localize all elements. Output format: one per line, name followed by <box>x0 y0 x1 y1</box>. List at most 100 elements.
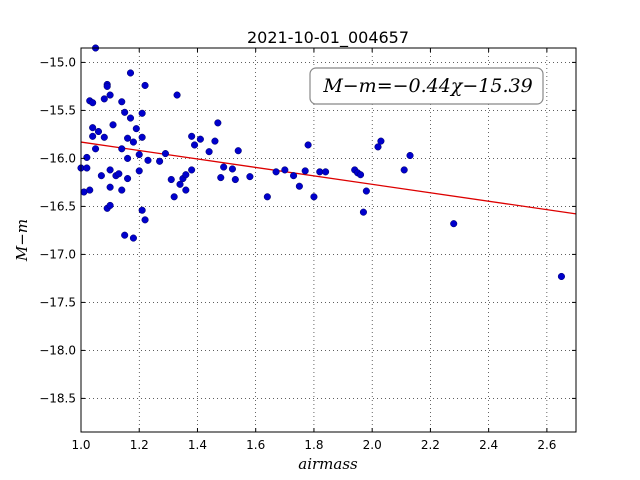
fit-equation-text: M−m=−0.44χ−15.39 <box>322 75 532 97</box>
data-point <box>301 167 309 175</box>
data-point <box>126 69 135 77</box>
data-point <box>118 98 126 106</box>
y-tick-label: −17.0 <box>39 247 76 261</box>
data-point <box>129 234 137 242</box>
data-point <box>135 167 143 175</box>
y-tick-label: −16.0 <box>39 151 76 165</box>
data-point <box>89 124 97 132</box>
y-tick-label: −15.0 <box>39 55 76 69</box>
data-point <box>290 172 298 180</box>
data-point <box>263 193 271 201</box>
data-point <box>295 182 303 190</box>
data-point <box>211 137 219 145</box>
data-point <box>121 231 129 239</box>
y-axis-label: M−m <box>13 219 31 262</box>
chart-title: 2021-10-01_004657 <box>247 28 409 48</box>
x-tick-label: 2.2 <box>421 438 440 452</box>
data-point <box>406 151 414 160</box>
data-points <box>77 44 565 281</box>
data-point <box>281 166 289 174</box>
data-point <box>89 99 97 107</box>
data-point <box>89 132 97 140</box>
data-point <box>129 138 137 146</box>
data-point <box>83 153 91 161</box>
data-point <box>400 166 408 174</box>
data-point <box>138 109 146 117</box>
data-point <box>231 175 239 184</box>
data-point <box>121 108 129 116</box>
data-point <box>246 173 254 181</box>
data-point <box>356 171 365 179</box>
data-point <box>450 220 458 228</box>
data-point <box>106 166 114 174</box>
data-point <box>167 175 175 184</box>
data-point <box>100 95 108 103</box>
x-tick-label: 1.4 <box>188 438 207 452</box>
data-point <box>304 141 312 149</box>
data-point <box>132 125 140 133</box>
data-point <box>126 114 135 122</box>
data-point <box>83 164 91 172</box>
data-point <box>135 151 143 159</box>
grid-lines <box>80 48 576 432</box>
data-point <box>106 91 114 99</box>
x-tick-label: 1.6 <box>246 438 265 452</box>
x-tick-label: 2.6 <box>537 438 556 452</box>
data-point <box>173 91 181 99</box>
data-point <box>103 82 111 90</box>
data-point <box>196 135 204 143</box>
data-point <box>377 137 385 145</box>
data-point <box>100 133 108 141</box>
data-point <box>92 145 100 153</box>
data-point <box>118 186 126 194</box>
data-point <box>138 133 146 141</box>
plot-frame <box>80 47 577 433</box>
data-point <box>176 180 184 188</box>
x-tick-label: 2.0 <box>363 438 382 452</box>
data-point <box>362 187 370 195</box>
data-point <box>188 166 196 174</box>
data-point <box>272 168 280 176</box>
data-point <box>191 141 199 149</box>
data-point <box>374 143 382 151</box>
data-point <box>97 172 105 180</box>
y-tick-label: −17.5 <box>39 295 76 309</box>
x-tick-label: 1.2 <box>130 438 149 452</box>
y-tick-label: −18.0 <box>39 343 76 357</box>
data-point <box>141 81 149 89</box>
data-point <box>557 272 565 281</box>
data-point <box>124 175 132 183</box>
fit-equation-frame <box>309 67 544 105</box>
axis-ticks: 1.0 1.2 1.4 1.6 1.8 2.0 2.2 2.4 2.6 −15.0 −15.5 −16… <box>39 48 576 452</box>
data-point <box>141 216 149 224</box>
data-point <box>115 170 123 178</box>
data-point <box>118 145 126 153</box>
data-point <box>322 168 330 176</box>
data-point <box>188 132 196 140</box>
data-point <box>124 134 132 142</box>
y-tick-label: −18.5 <box>39 391 76 405</box>
data-point <box>205 148 213 156</box>
data-point <box>106 183 114 191</box>
data-point <box>144 156 152 164</box>
x-axis-label: airmass <box>298 455 358 473</box>
data-point <box>234 147 242 155</box>
data-point <box>86 186 94 194</box>
x-tick-label: 1.8 <box>304 438 323 452</box>
data-point <box>228 165 236 173</box>
x-tick-label: 2.4 <box>479 438 498 452</box>
data-point <box>138 206 146 214</box>
data-point <box>214 119 222 127</box>
data-point <box>217 174 225 182</box>
x-tick-label: 1.0 <box>71 438 90 452</box>
y-tick-label: −16.5 <box>39 199 76 213</box>
data-point <box>124 154 132 162</box>
y-tick-label: −15.5 <box>39 103 76 117</box>
data-point <box>94 127 103 136</box>
data-point <box>161 150 169 158</box>
data-point <box>170 193 178 201</box>
data-point <box>106 201 114 209</box>
fit-equation-box: M−m=−0.44χ−15.39 <box>309 67 544 105</box>
